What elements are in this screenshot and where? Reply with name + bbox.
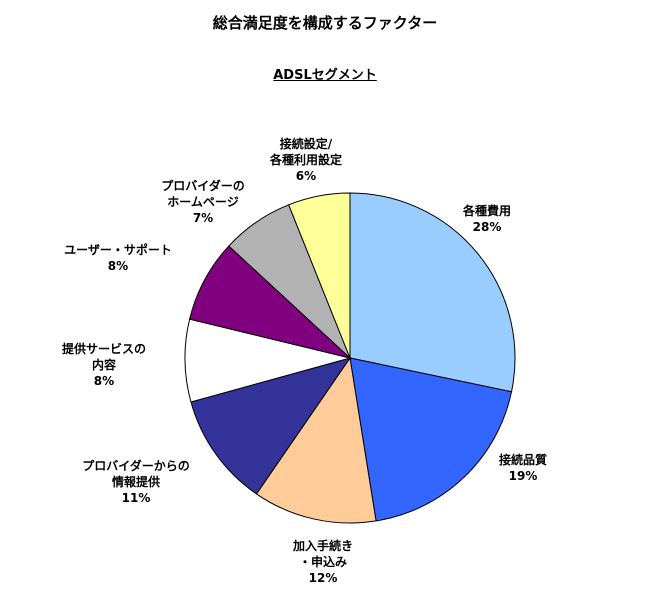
pie-slice-2 <box>255 356 377 524</box>
slice-percent-label: 6% <box>295 169 317 183</box>
slice-percent-label: 7% <box>192 211 214 225</box>
pie-slice-1 <box>349 357 513 522</box>
slice-percent-label: 28% <box>472 220 502 234</box>
pie-slice-3 <box>190 357 352 495</box>
slice-label-text: 情報提供 <box>111 475 160 489</box>
pie-slice-7 <box>288 192 351 359</box>
slice-label-6: プロバイダーの ホームページ 7% <box>161 178 245 226</box>
slice-label-text: 提供サービスの <box>61 342 147 356</box>
slice-label-4: 提供サービスの 内容 8% <box>62 341 146 389</box>
slice-label-text: 各種利用設定 <box>269 153 343 167</box>
slice-label-3: プロバイダーからの 情報提供 11% <box>82 458 190 506</box>
slice-percent-label: 19% <box>508 469 538 483</box>
slice-label-text: 内容 <box>91 358 117 372</box>
slice-label-5: ユーザー・サポート 8% <box>64 242 172 274</box>
chart-subtitle-text: ADSLセグメント <box>273 68 377 83</box>
slice-percent-label: 8% <box>107 259 129 273</box>
slice-label-1: 接続品質 19% <box>499 452 547 484</box>
slice-label-text: 接続品質 <box>498 453 548 467</box>
slice-label-text: ホームページ <box>167 195 239 209</box>
pie-slice-0 <box>349 192 516 393</box>
slice-label-text: プロバイダーの <box>161 179 245 193</box>
slice-label-0: 各種費用 28% <box>463 203 511 235</box>
slice-percent-label: 12% <box>308 571 338 585</box>
slice-label-2: 加入手続き・申込み 12% <box>293 538 353 586</box>
slice-label-text: ユーザー・サポート <box>64 243 172 257</box>
slice-label-text: 各種費用 <box>462 204 512 218</box>
chart-title: 総合満足度を構成するファクター <box>212 14 438 32</box>
slice-label-text: ・申込み <box>298 555 348 569</box>
chart-subtitle: ADSLセグメント <box>0 64 650 83</box>
slice-label-text: 接続設定/ <box>279 137 333 151</box>
slice-label-7: 接続設定/各種利用設定 6% <box>270 136 342 184</box>
slice-percent-label: 11% <box>121 491 151 505</box>
slice-label-text: 加入手続き <box>292 539 354 553</box>
slice-label-text: プロバイダーからの <box>82 459 190 473</box>
slice-percent-label: 8% <box>93 374 115 388</box>
